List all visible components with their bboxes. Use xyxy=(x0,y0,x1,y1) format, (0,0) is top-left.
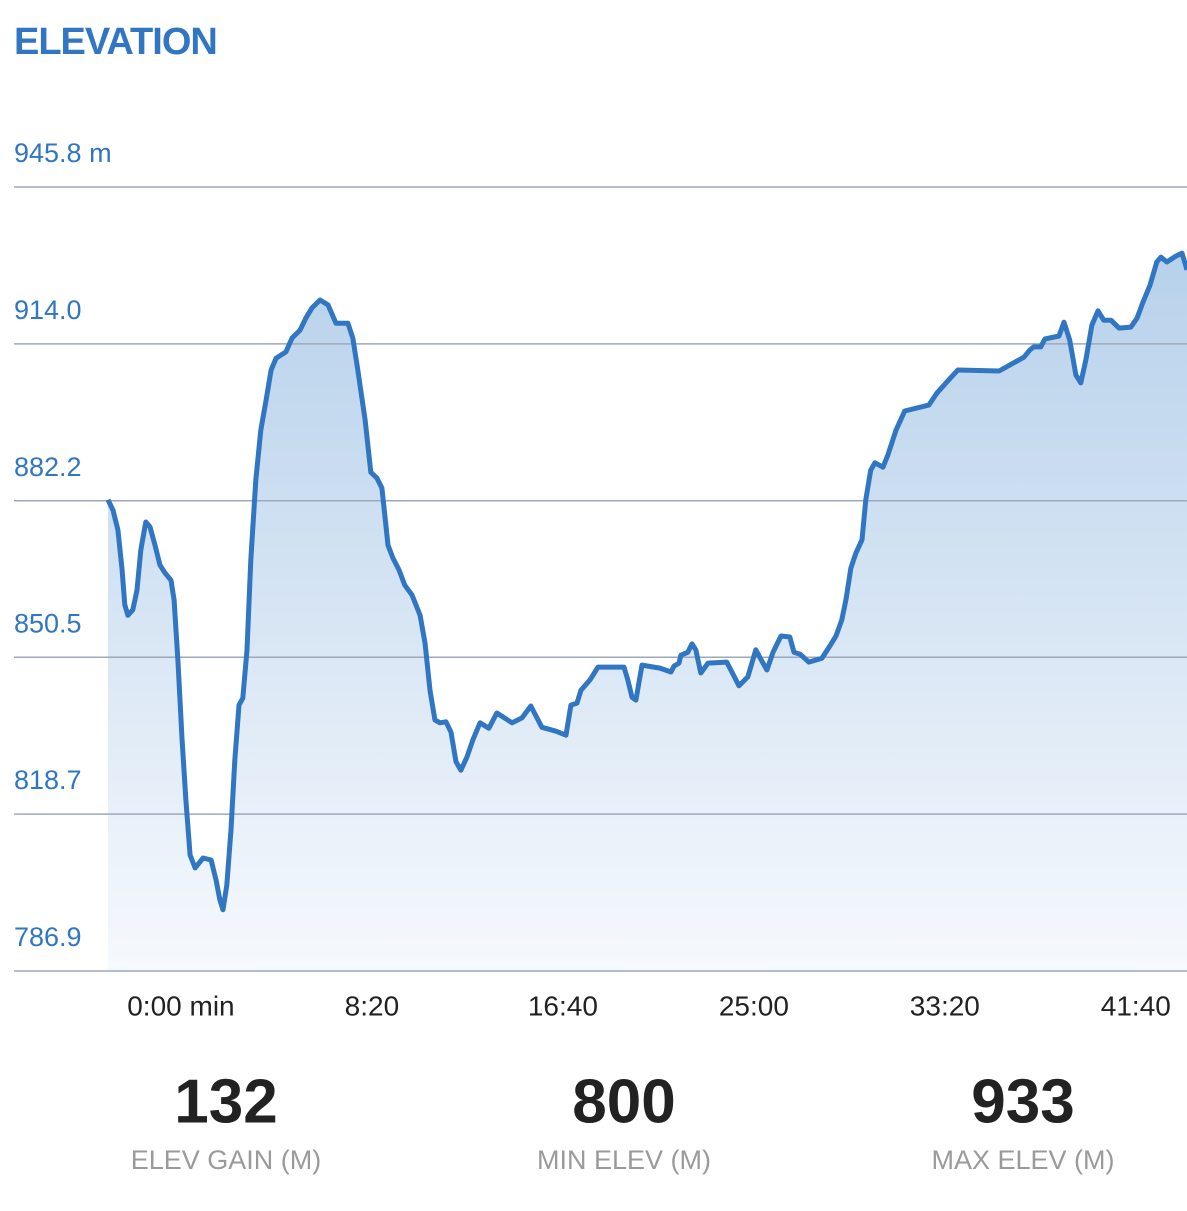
x-tick-label: 16:40 xyxy=(528,990,598,1021)
x-tick-label: 25:00 xyxy=(719,990,789,1021)
y-tick-label: 786.9 xyxy=(14,922,82,952)
x-tick-label: 33:20 xyxy=(910,990,980,1021)
chart-title: ELEVATION xyxy=(14,21,217,63)
x-tick-label: 8:20 xyxy=(345,990,400,1021)
area-fill xyxy=(108,253,1187,972)
stat-value: 132 xyxy=(174,1067,277,1136)
y-tick-label: 818.7 xyxy=(14,765,82,795)
elevation-line xyxy=(105,250,1187,913)
stat-label: MIN ELEV (M) xyxy=(537,1145,711,1175)
stat-value: 933 xyxy=(971,1067,1074,1136)
y-tick-label: 882.2 xyxy=(14,452,82,482)
y-tick-label: 850.5 xyxy=(14,608,82,638)
stat-label: MAX ELEV (M) xyxy=(931,1145,1114,1175)
x-tick-label: 41:40 xyxy=(1101,990,1171,1021)
x-tick-label: 0:00 min xyxy=(127,990,234,1021)
stat-value: 800 xyxy=(572,1067,675,1136)
y-tick-label: 914.0 xyxy=(14,295,82,325)
y-tick-label: 945.8 m xyxy=(14,138,112,168)
stat-label: ELEV GAIN (M) xyxy=(131,1145,322,1175)
